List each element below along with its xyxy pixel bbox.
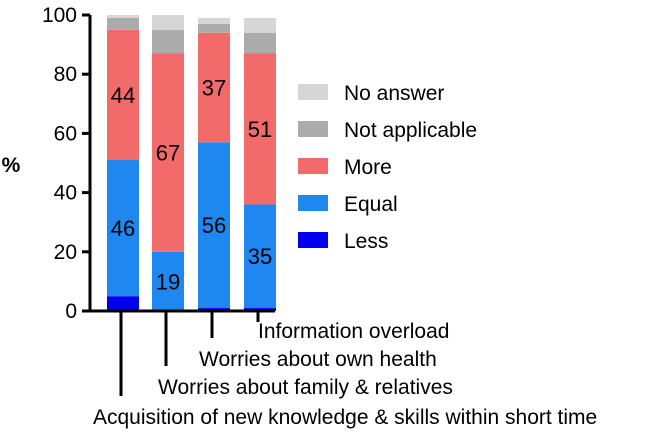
bar-more-3 [198, 32, 230, 143]
segment-labels: 46 44 19 67 56 37 35 51 [111, 76, 272, 295]
bar-not-applicable-2 [152, 29, 184, 54]
category-label-4: Information overload [258, 320, 449, 343]
legend-swatch-less [298, 232, 328, 248]
data-label-equal-1: 46 [111, 216, 135, 241]
legend-label-not-applicable: Not applicable [344, 119, 477, 142]
bars [107, 15, 276, 311]
bar-not-applicable-4 [244, 32, 276, 54]
y-tick-label: 0 [65, 300, 77, 323]
data-label-more-3: 37 [202, 76, 226, 101]
bar-no-answer-3 [198, 17, 230, 24]
category-label-2: Worries about family & relatives [158, 376, 453, 399]
data-label-equal-2: 19 [156, 269, 180, 294]
bar-equal-4 [244, 204, 276, 309]
category-label-3: Worries about own health [199, 348, 437, 371]
data-label-equal-4: 35 [248, 244, 272, 269]
y-tick-label: 100 [42, 4, 77, 27]
bar-equal-3 [198, 142, 230, 309]
y-axis: 0 20 40 60 80 100 [42, 4, 92, 323]
bar-no-answer-2 [152, 15, 184, 30]
data-label-more-2: 67 [156, 141, 180, 166]
legend-label-less: Less [344, 230, 388, 253]
legend-label-more: More [344, 156, 392, 179]
data-label-equal-3: 56 [202, 213, 226, 238]
bar-equal-1 [107, 160, 139, 297]
legend-label-no-answer: No answer [344, 82, 444, 105]
y-axis-label: % [2, 154, 21, 177]
bar-no-answer-4 [244, 17, 276, 33]
bar-more-1 [107, 29, 139, 161]
category-label-1: Acquisition of new knowledge & skills wi… [93, 406, 597, 429]
legend-swatch-no-answer [298, 84, 328, 100]
y-tick-label: 40 [54, 182, 77, 205]
data-label-more-4: 51 [248, 117, 272, 142]
y-tick-label: 80 [54, 63, 77, 86]
bar-more-4 [244, 53, 276, 205]
y-tick-label: 60 [54, 122, 77, 145]
bar-less-1 [107, 296, 139, 311]
bar-not-applicable-1 [107, 17, 139, 30]
data-label-more-1: 44 [111, 83, 135, 108]
legend-label-equal: Equal [344, 193, 398, 216]
x-axis: Acquisition of new knowledge & skills wi… [89, 309, 597, 429]
legend-swatch-equal [298, 195, 328, 211]
legend: No answer Not applicable More Equal Less [298, 82, 477, 253]
y-tick-label: 20 [54, 241, 77, 264]
bar-more-2 [152, 53, 184, 252]
bar-no-answer-1 [107, 15, 139, 18]
legend-swatch-more [298, 158, 328, 174]
legend-swatch-not-applicable [298, 121, 328, 137]
bar-equal-2 [152, 251, 184, 311]
bar-not-applicable-3 [198, 23, 230, 33]
